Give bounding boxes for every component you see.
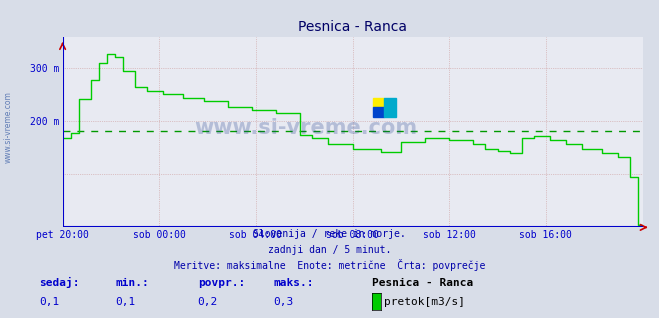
FancyBboxPatch shape	[384, 98, 396, 117]
Text: min.:: min.:	[115, 278, 149, 288]
Text: www.si-vreme.com: www.si-vreme.com	[194, 118, 418, 138]
Text: 0,3: 0,3	[273, 297, 294, 307]
Title: Pesnica - Ranca: Pesnica - Ranca	[298, 20, 407, 34]
Text: Meritve: maksimalne  Enote: metrične  Črta: povprečje: Meritve: maksimalne Enote: metrične Črta…	[174, 259, 485, 271]
Text: pretok[m3/s]: pretok[m3/s]	[384, 297, 465, 307]
Text: Slovenija / reke in morje.: Slovenija / reke in morje.	[253, 229, 406, 239]
Text: 0,1: 0,1	[40, 297, 60, 307]
Text: www.si-vreme.com: www.si-vreme.com	[3, 91, 13, 163]
FancyBboxPatch shape	[373, 98, 384, 107]
Text: 0,2: 0,2	[198, 297, 218, 307]
Text: Pesnica - Ranca: Pesnica - Ranca	[372, 278, 474, 288]
Text: sedaj:: sedaj:	[40, 277, 80, 288]
Text: 0,1: 0,1	[115, 297, 136, 307]
FancyBboxPatch shape	[373, 107, 384, 117]
Text: maks.:: maks.:	[273, 278, 314, 288]
Text: zadnji dan / 5 minut.: zadnji dan / 5 minut.	[268, 245, 391, 255]
Text: povpr.:: povpr.:	[198, 278, 245, 288]
